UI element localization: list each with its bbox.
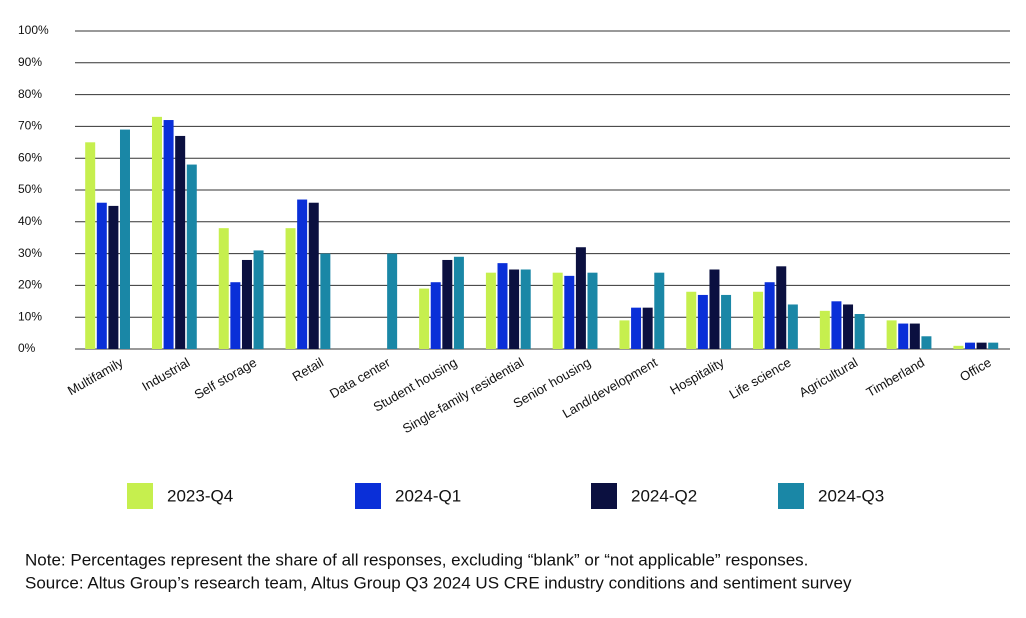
bar [787,304,798,349]
bar [654,272,665,349]
y-tick-label: 0% [18,341,36,355]
bar [119,129,130,349]
x-tick-label: Retail [290,355,326,385]
legend-swatch [127,483,153,509]
x-tick-label: Hospitality [667,354,727,397]
bar [552,272,563,349]
bar [909,323,920,349]
bar [253,250,264,349]
bar [965,342,976,349]
bar [163,120,174,349]
bar [151,116,162,349]
y-tick-label: 20% [18,278,42,292]
bar [854,314,865,349]
bar [453,256,464,349]
bar [442,259,453,349]
legend-swatch [778,483,804,509]
bar [843,304,854,349]
bar [186,164,197,349]
x-tick-label: Office [957,355,994,385]
y-tick-label: 10% [18,309,42,323]
bar [819,310,830,349]
y-tick-label: 40% [18,214,42,228]
bar [575,247,586,349]
bar [520,269,531,349]
bar [953,345,964,349]
bar [686,291,697,349]
x-tick-label: Agricultural [796,355,860,401]
bar [697,294,708,349]
bar [831,301,842,349]
y-tick-label: 50% [18,182,42,196]
bar [976,342,987,349]
bar [241,259,252,349]
y-tick-label: 100% [18,23,49,37]
bar [764,282,775,349]
bar [308,202,319,349]
bar [387,253,398,349]
x-tick-label: Single-family residential [400,355,526,437]
bar [297,199,308,349]
bar [96,202,107,349]
bar [619,320,630,349]
bar [85,142,96,349]
note: Note: Percentages represent the share of… [25,550,808,569]
bar [721,294,732,349]
y-tick-label: 70% [18,119,42,133]
bar [218,228,229,349]
bar [430,282,441,349]
bar [419,288,430,349]
x-tick-label: Industrial [139,355,192,394]
bar [753,291,764,349]
bar [642,307,653,349]
legend-swatch [355,483,381,509]
x-tick-label: Multifamily [65,354,126,398]
bar [631,307,642,349]
bar [898,323,909,349]
bar [497,263,508,349]
y-tick-label: 80% [18,87,42,101]
bar [587,272,598,349]
legend-swatch [591,483,617,509]
bar [988,342,999,349]
x-tick-label: Timberland [864,355,927,400]
bar [320,253,331,349]
bar [230,282,241,349]
x-tick-label: Self storage [192,355,260,403]
bar [709,269,720,349]
legend-label: 2024-Q2 [631,486,697,505]
bar [108,205,119,349]
x-tick-label: Life science [727,355,794,402]
y-tick-label: 90% [18,55,42,69]
y-tick-label: 60% [18,150,42,164]
bar [285,228,296,349]
bar [921,336,932,349]
bar [509,269,520,349]
legend-label: 2024-Q1 [395,486,461,505]
legend-label: 2024-Q3 [818,486,884,505]
y-tick-label: 30% [18,246,42,260]
bar [886,320,897,349]
legend-label: 2023-Q4 [167,486,233,505]
bar [485,272,496,349]
bar [776,266,787,349]
bar [564,275,575,349]
bar [175,135,186,349]
source: Source: Altus Group’s research team, Alt… [25,573,852,592]
